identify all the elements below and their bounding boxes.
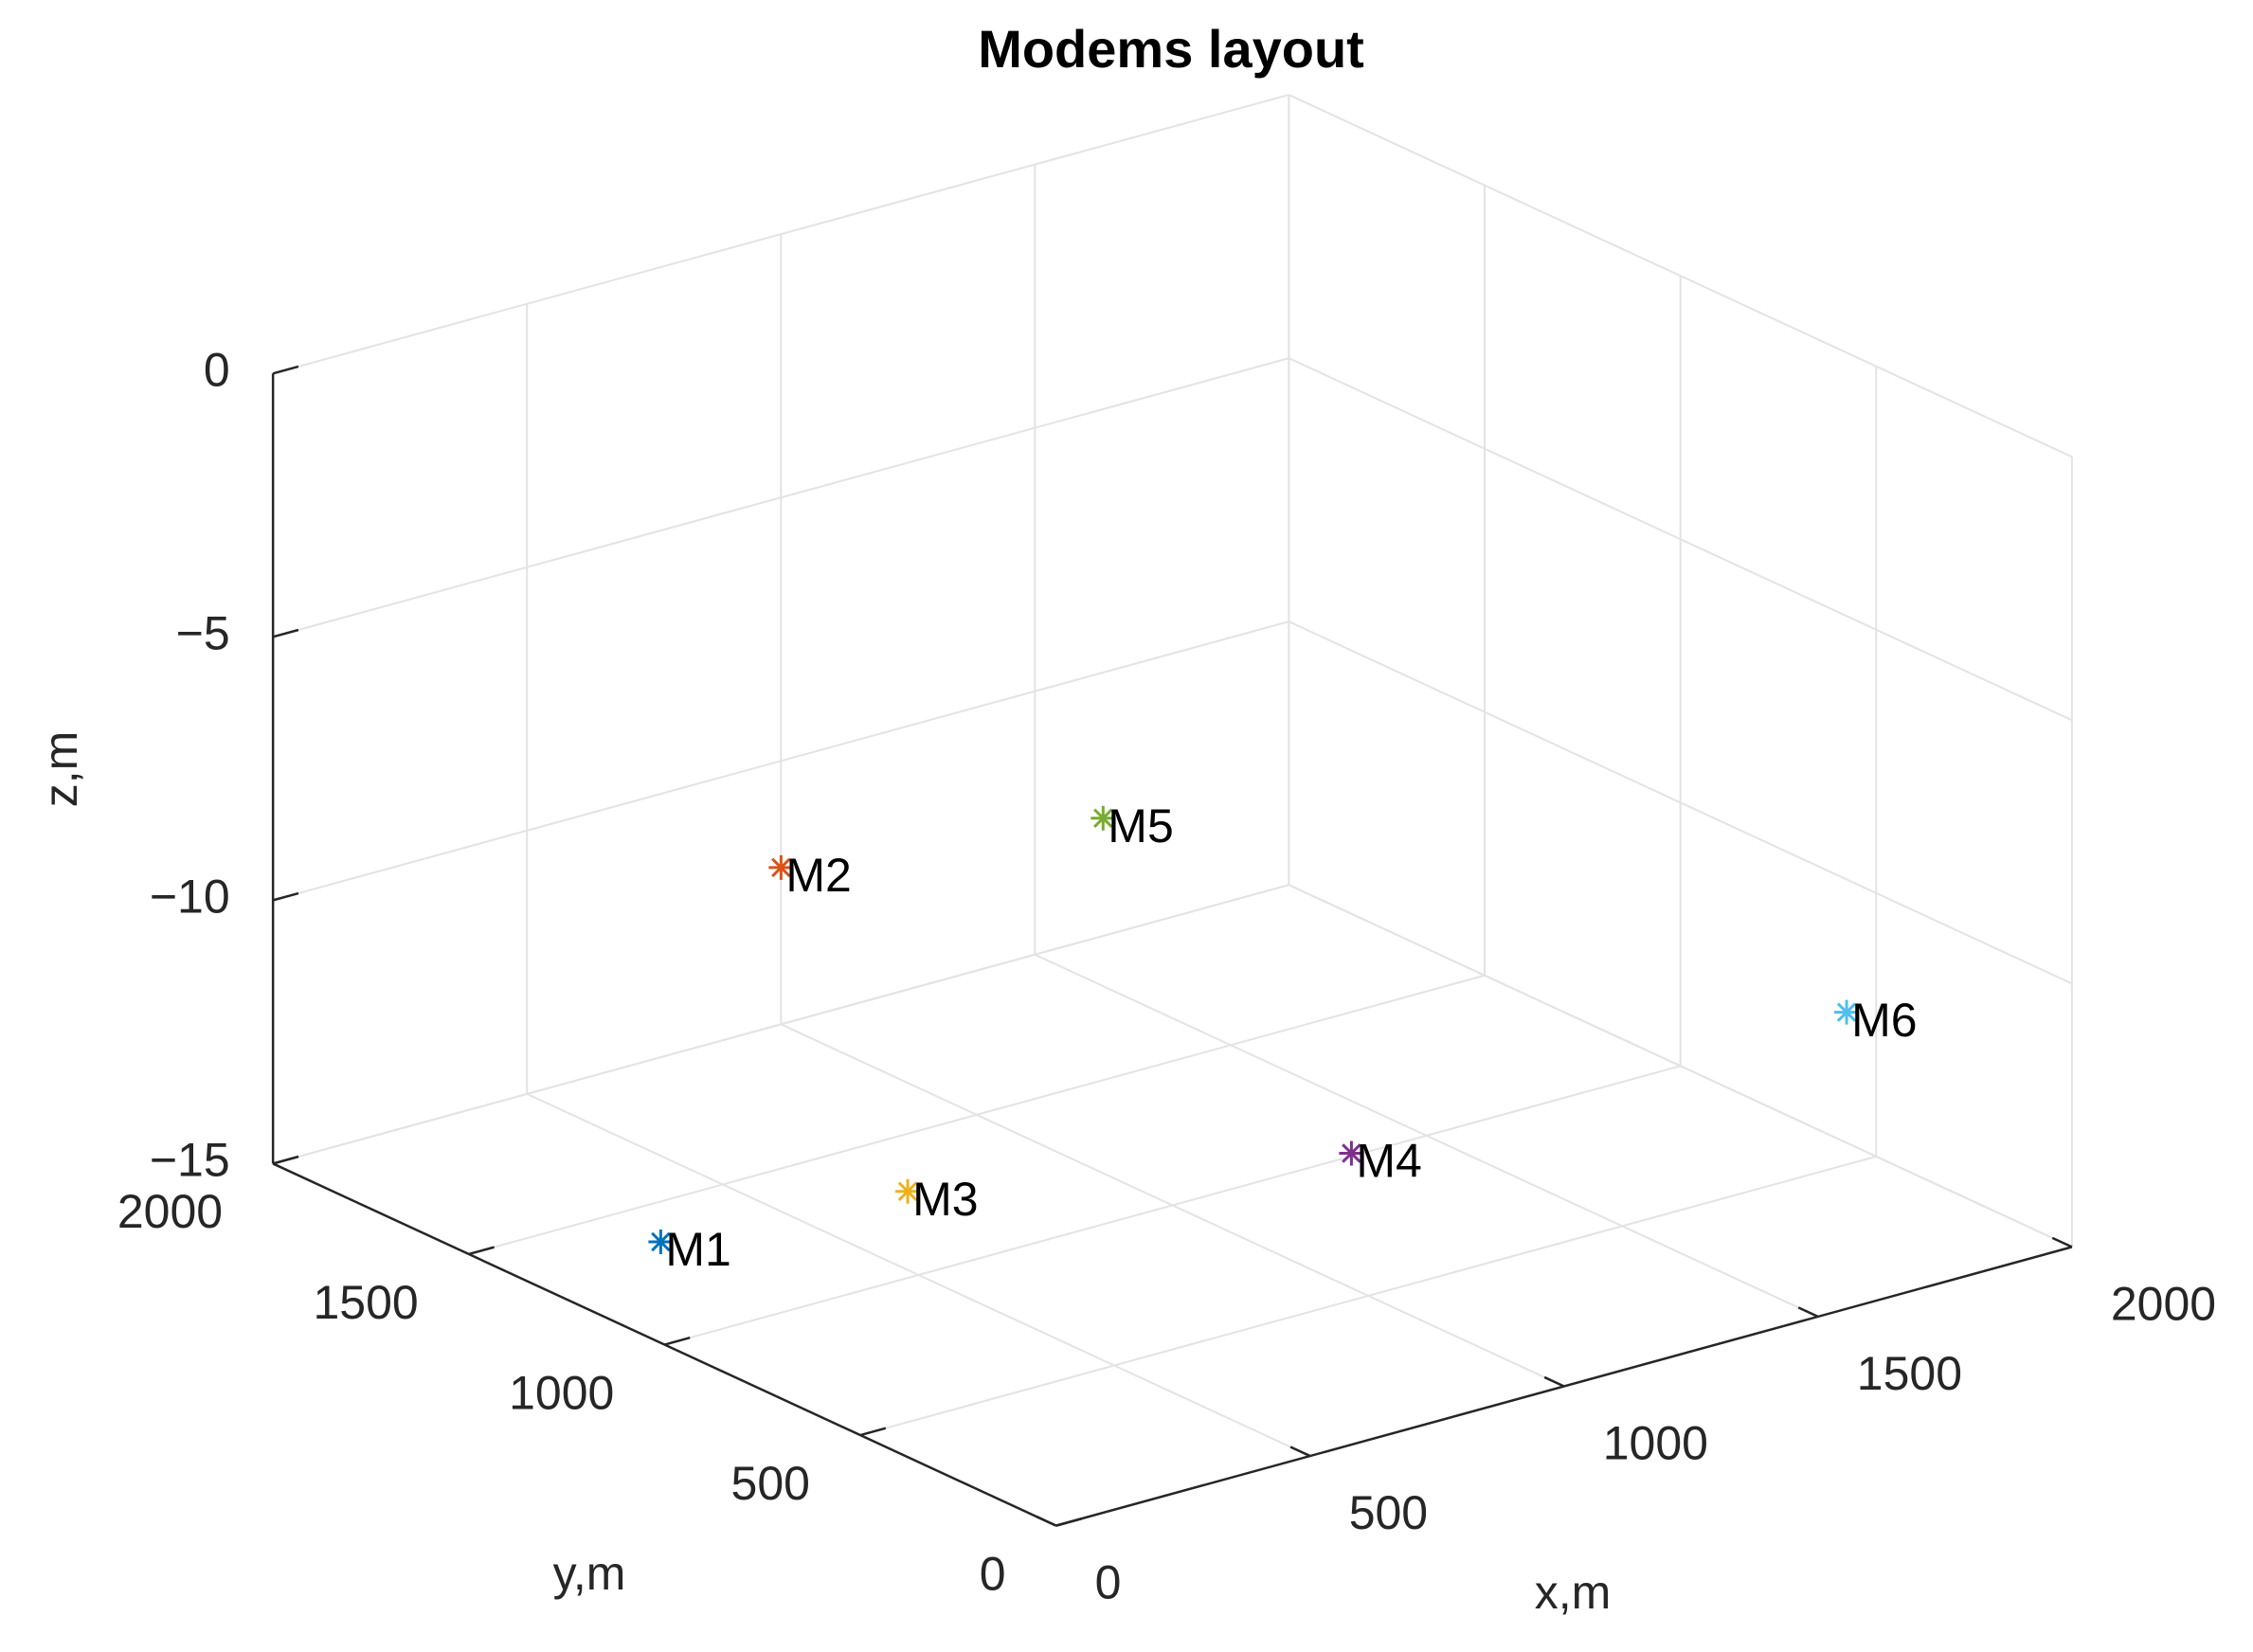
z-tick-label: −10 xyxy=(150,871,230,924)
z-tick-label: 0 xyxy=(204,344,230,397)
x-tick-label: 0 xyxy=(1095,1556,1122,1609)
y-tick-label: 0 xyxy=(980,1547,1006,1600)
marker xyxy=(648,1230,674,1255)
grid-line xyxy=(1288,94,2073,458)
x-tick-mark xyxy=(1543,1375,1565,1388)
x-tick-label: 1000 xyxy=(1603,1416,1708,1469)
point-label: M3 xyxy=(912,1173,978,1226)
chart-title: Modems layout xyxy=(978,19,1364,79)
point-label: M2 xyxy=(785,849,851,902)
grid-line xyxy=(272,357,1289,638)
marker xyxy=(768,854,794,880)
marker-stroke xyxy=(651,1231,671,1252)
grid-line xyxy=(1288,357,2073,722)
x-tick-label: 1500 xyxy=(1857,1347,1962,1400)
point-label: M6 xyxy=(1851,994,1917,1047)
marker-stroke xyxy=(1093,808,1113,828)
point-label: M5 xyxy=(1108,799,1173,853)
y-tick-mark xyxy=(1055,1517,1082,1527)
z-tick-mark xyxy=(272,628,299,638)
y-tick-label: 1000 xyxy=(509,1366,614,1419)
y-tick-mark xyxy=(468,1246,495,1256)
point-label: M1 xyxy=(665,1223,730,1276)
grid-line xyxy=(859,1155,1877,1437)
marker xyxy=(895,1178,921,1204)
grid-line xyxy=(272,884,1289,1165)
y-axis-label: y,m xyxy=(553,1547,626,1600)
y-tick-mark xyxy=(664,1336,691,1346)
grid-line xyxy=(1288,884,2073,1248)
y-tick-mark xyxy=(859,1427,887,1437)
marker-stroke xyxy=(771,857,791,878)
point-label: M4 xyxy=(1356,1135,1421,1188)
z-axis-label: z,m xyxy=(34,731,87,808)
grid-line xyxy=(1288,620,2073,985)
marker xyxy=(1339,1140,1364,1166)
marker-stroke xyxy=(1342,1143,1361,1163)
y-tick-label: 2000 xyxy=(117,1185,223,1238)
grid-line xyxy=(664,1065,1681,1346)
y-tick-label: 1500 xyxy=(313,1276,418,1329)
x-tick-mark xyxy=(2051,1236,2073,1248)
x-tick-label: 2000 xyxy=(2111,1277,2216,1330)
grid-line xyxy=(272,94,1289,375)
marker xyxy=(1090,805,1116,831)
x-axis-label: x,m xyxy=(1535,1566,1612,1619)
marker xyxy=(1834,999,1860,1025)
z-tick-label: −5 xyxy=(176,607,230,660)
marker-stroke xyxy=(1836,1002,1857,1022)
x-tick-mark xyxy=(1797,1306,1819,1319)
y-tick-label: 500 xyxy=(731,1457,810,1510)
grid-line xyxy=(272,620,1289,902)
y-axis-line xyxy=(272,1162,1057,1527)
grid-line xyxy=(468,974,1486,1255)
z-tick-mark xyxy=(272,1155,299,1165)
x-tick-mark xyxy=(1289,1446,1311,1458)
marker-stroke xyxy=(897,1181,918,1201)
x-tick-mark xyxy=(1036,1515,1057,1527)
z-tick-mark xyxy=(272,365,299,375)
x-tick-label: 500 xyxy=(1349,1486,1428,1539)
z-tick-label: −15 xyxy=(150,1134,230,1187)
z-tick-mark xyxy=(272,891,299,902)
